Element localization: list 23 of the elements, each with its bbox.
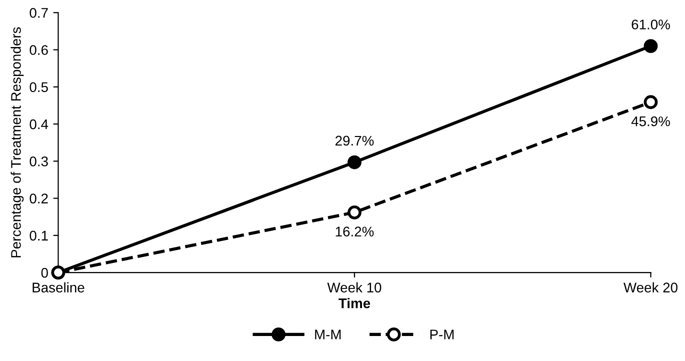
y-tick-label: 0 [41,268,48,278]
point [348,205,362,220]
y-tick-label: 0.6 [30,45,48,55]
legend-label: P-M [430,330,454,340]
y-tick-label: 0.3 [30,156,48,166]
y-tick-label: 0.7 [30,8,48,18]
legend-label: M-M [315,330,341,340]
y-tick-label: 0.2 [30,194,48,204]
y-tick-label: 0.5 [30,82,48,92]
x-tick-label: Week 10 [327,282,382,292]
data-label: 16.2% [336,226,374,236]
x-axis-title: Time [338,298,370,308]
y-tick-label: 0.4 [30,119,48,130]
point [644,39,658,53]
point [644,95,658,110]
data-label: 61.0% [632,20,670,30]
data-label: 29.7% [335,136,374,146]
data-label: 45.9% [631,116,670,126]
y-axis-title: Percentage of Treatment Responders [10,27,24,258]
y-tick-label: 0.1 [30,230,48,241]
x-tick-label: Baseline [32,282,84,292]
point [348,155,362,170]
x-tick-label: Week 20 [624,282,678,292]
